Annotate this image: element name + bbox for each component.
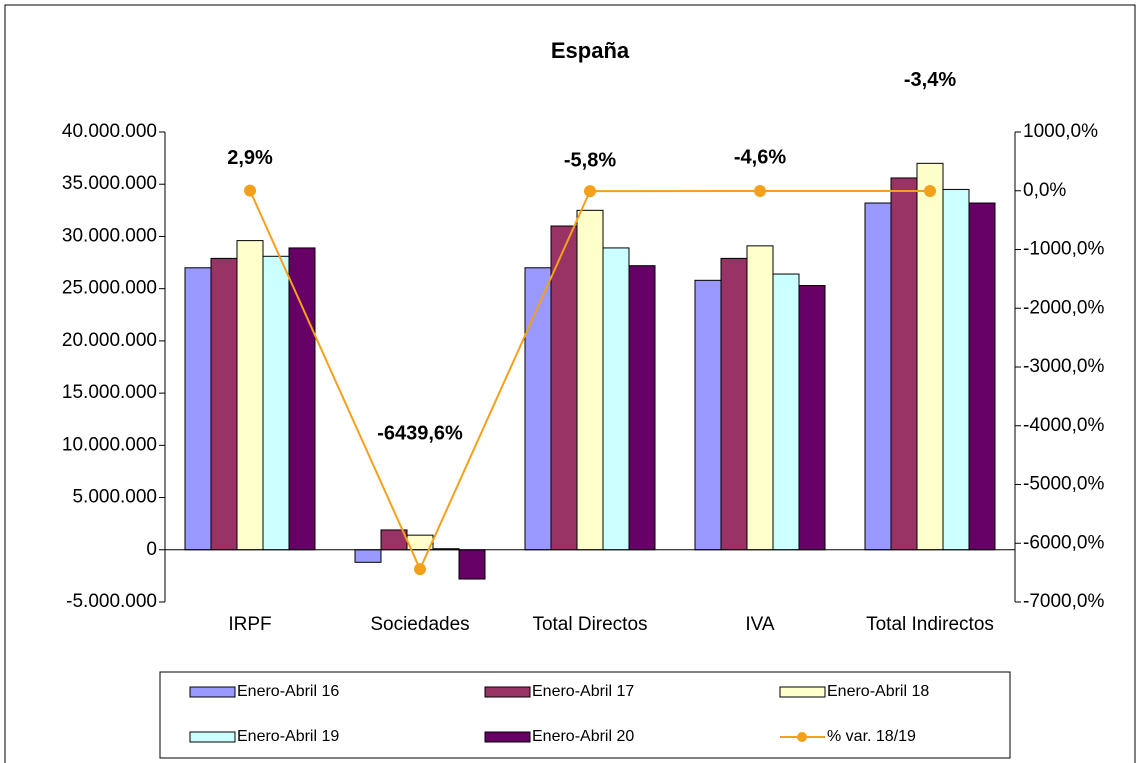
y-tick-label: 0 [146, 539, 157, 560]
y2-tick-label: -5000,0% [1023, 474, 1104, 495]
x-tick-label: Total Directos [532, 614, 647, 635]
bar [354, 549, 382, 563]
y2-tick-label: 1000,0% [1023, 121, 1098, 142]
bar [798, 285, 826, 551]
line-point [244, 184, 256, 197]
line-point [584, 185, 596, 198]
x-tick-label: Total Indirectos [866, 614, 994, 635]
bar [864, 202, 892, 551]
legend-swatch [189, 686, 236, 698]
y-tick-label: 5.000.000 [72, 487, 157, 508]
legend-swatch [484, 731, 531, 743]
legend-swatch [484, 686, 531, 698]
y2-tick-label: -7000,0% [1023, 591, 1104, 612]
legend-swatch [189, 731, 236, 743]
y-tick-label: -5.000.000 [66, 591, 157, 612]
legend-label: Enero-Abril 16 [237, 683, 339, 700]
y2-tick-label: -2000,0% [1023, 297, 1104, 318]
bar [746, 245, 774, 551]
line-point [924, 184, 936, 197]
data-label: 2,9% [227, 147, 273, 169]
bar [236, 240, 264, 551]
line-point [414, 563, 426, 576]
legend-swatch [779, 686, 826, 698]
legend-label: Enero-Abril 19 [237, 728, 339, 745]
y-tick-label: 20.000.000 [62, 330, 157, 351]
chart-title: España [551, 38, 630, 63]
data-label: -4,6% [734, 146, 786, 168]
y2-tick-label: -6000,0% [1023, 532, 1104, 553]
y-tick-label: 25.000.000 [62, 278, 157, 299]
bar [772, 273, 800, 551]
bar [210, 257, 238, 551]
bar [968, 202, 996, 551]
x-tick-label: IRPF [228, 614, 271, 635]
legend-label: % var. 18/19 [827, 728, 916, 745]
y-tick-label: 35.000.000 [62, 173, 157, 194]
legend-box [159, 671, 1011, 759]
line-point [754, 185, 766, 198]
y-tick-label: 15.000.000 [62, 382, 157, 403]
legend-label: Enero-Abril 18 [827, 683, 929, 700]
legend-label: Enero-Abril 17 [532, 683, 634, 700]
bar [288, 247, 316, 551]
bar [550, 225, 578, 551]
y-tick-label: 40.000.000 [62, 121, 157, 142]
y2-tick-label: 0,0% [1023, 180, 1066, 201]
bar [602, 247, 630, 551]
bar [890, 177, 918, 551]
bar [628, 265, 656, 551]
bar [576, 209, 604, 551]
legend-label: Enero-Abril 20 [532, 728, 634, 745]
data-label: -5,8% [564, 149, 616, 171]
data-label: -6439,6% [377, 422, 463, 444]
y2-tick-label: -3000,0% [1023, 356, 1104, 377]
data-label: -3,4% [904, 69, 956, 91]
y2-tick-label: -1000,0% [1023, 239, 1104, 260]
bar [720, 257, 748, 551]
x-tick-label: Sociedades [370, 614, 469, 635]
y-tick-label: 10.000.000 [62, 434, 157, 455]
y-tick-label: 30.000.000 [62, 225, 157, 246]
y2-tick-label: -4000,0% [1023, 415, 1104, 436]
bar [184, 267, 212, 551]
bar [458, 549, 486, 580]
legend-marker [797, 732, 807, 742]
bar [694, 279, 722, 551]
x-tick-label: IVA [745, 614, 775, 635]
bar [942, 188, 970, 551]
bar [524, 267, 552, 551]
bar [916, 162, 944, 551]
bar [262, 255, 290, 551]
